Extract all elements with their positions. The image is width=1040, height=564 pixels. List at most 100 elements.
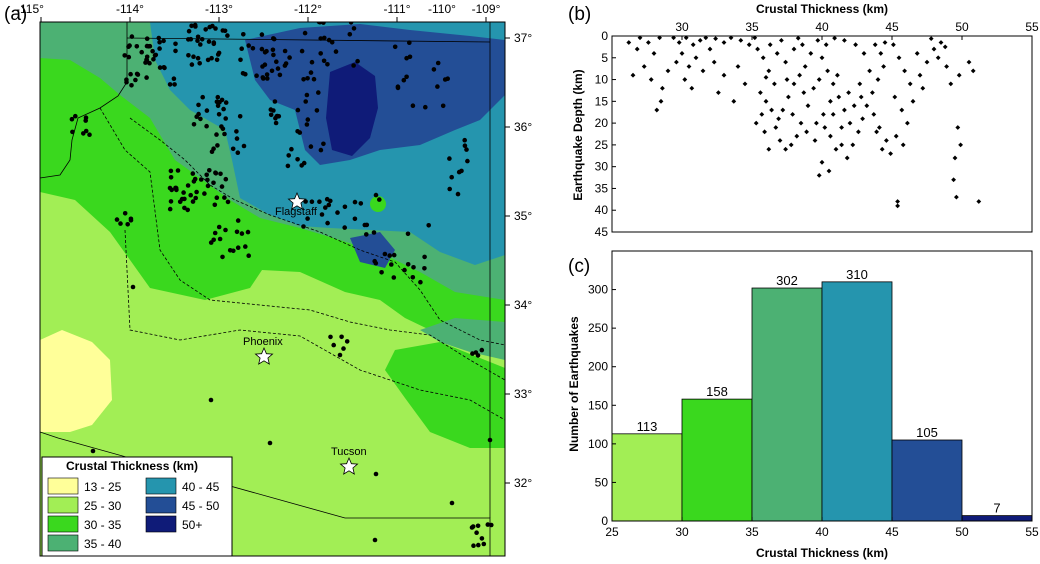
histogram-x-tick-label: 50 [955, 525, 969, 539]
earthquake-dot [371, 230, 377, 235]
earthquake-dot [321, 58, 327, 64]
earthquake-dot [391, 275, 397, 280]
earthquake-dot [372, 537, 378, 543]
earthquake-dot [134, 44, 140, 49]
earthquake-dot [455, 191, 461, 197]
histogram-bar [961, 515, 1033, 522]
earthquake-dot [407, 40, 412, 45]
scatter-point [788, 142, 794, 148]
histogram-value-label: 113 [637, 419, 658, 434]
earthquake-dot [172, 82, 177, 87]
earthquake-dot [241, 143, 247, 149]
earthquake-dot [382, 251, 388, 257]
scatter-point [811, 85, 816, 91]
scatter-point [755, 46, 760, 52]
earthquake-dot [205, 57, 211, 63]
earthquake-dot [308, 70, 314, 75]
scatter-point [790, 112, 795, 117]
scatter-point [658, 98, 664, 104]
earthquake-dot [481, 541, 487, 547]
earthquake-dot [462, 143, 468, 148]
earthquake-dot [182, 205, 187, 211]
earthquake-dot [328, 334, 333, 340]
earthquake-dot [204, 123, 209, 129]
earthquake-dot [221, 106, 226, 112]
earthquake-dot [139, 49, 144, 55]
scatter-point [758, 90, 763, 96]
histogram-y-tick-label: 0 [601, 514, 608, 528]
earthquake-dot [222, 195, 227, 200]
earthquake-dot [198, 42, 203, 47]
lat-tick-label: 34° [514, 298, 532, 312]
earthquake-dot [302, 30, 308, 36]
earthquake-dot [209, 55, 214, 61]
histogram-value-label: 7 [993, 501, 1000, 516]
map-zone-35-40-spot [370, 196, 386, 212]
earthquake-dot [175, 168, 181, 173]
scatter-point [814, 120, 819, 126]
earthquake-dot [196, 111, 201, 117]
earthquake-dot [295, 129, 300, 134]
earthquake-dot [295, 107, 301, 113]
earthquake-dot [216, 50, 222, 56]
earthquake-dot [194, 189, 199, 195]
earthquake-dot [474, 530, 479, 535]
scatter-point [753, 120, 759, 126]
earthquake-dot [243, 244, 248, 249]
earthquake-dot [325, 220, 330, 226]
scatter-point [819, 159, 825, 165]
scatter-point [766, 68, 772, 74]
scatter-point [774, 51, 780, 56]
earthquake-dot [275, 66, 281, 71]
earthquake-dot [317, 199, 322, 204]
scatter-x-tick-label: 50 [955, 20, 969, 34]
scatter-point [891, 42, 896, 48]
scatter-x-tick-label: 55 [1025, 20, 1039, 34]
panel-label-a: (a) [4, 4, 27, 25]
earthquake-dot [392, 44, 398, 50]
scatter-point [951, 177, 956, 183]
map-zone-13-25 [40, 330, 112, 432]
scatter-point [783, 146, 788, 152]
earthquake-dot [129, 34, 135, 39]
scatter-point [888, 151, 893, 156]
scatter-point [707, 46, 713, 52]
lon-tick-label: -115° [16, 2, 44, 16]
earthquake-dot [487, 437, 493, 443]
earthquake-dot [144, 54, 150, 60]
earthquake-dot [177, 199, 183, 205]
scatter-point [759, 112, 765, 117]
state-border [40, 22, 128, 179]
scatter-point [917, 72, 923, 78]
scatter-point [830, 112, 836, 117]
earthquake-dot [156, 35, 162, 41]
earthquake-dot [301, 224, 306, 229]
earthquake-dot [217, 99, 222, 105]
scatter-point [872, 42, 878, 48]
scatter-point [713, 36, 718, 42]
earthquake-dot [182, 196, 187, 202]
city-label-tucson: Tucson [331, 446, 367, 458]
earthquake-dot [215, 143, 220, 148]
earthquake-dot [83, 128, 89, 134]
legend-item-label: 50+ [182, 518, 202, 532]
earthquake-dot [173, 185, 178, 191]
scatter-point [641, 64, 647, 69]
lon-tick-label: -109° [472, 2, 501, 16]
earthquake-dot [262, 50, 268, 55]
earthquake-dot [205, 183, 211, 189]
legend-swatch-50-plus [145, 515, 177, 533]
histogram-value-labels: 113 158 302 310 105 7 [637, 267, 1001, 516]
earthquake-dot [186, 53, 191, 58]
map-zone-45-50-east [350, 232, 395, 268]
earthquake-dot [475, 523, 481, 529]
scatter-point [879, 146, 885, 152]
star-icon [287, 191, 307, 210]
earthquake-dot [188, 36, 194, 42]
city-markers: Flagstaff Phoenix Tucson [243, 191, 367, 475]
earthquake-dot [331, 342, 337, 348]
scatter-point [786, 94, 791, 100]
earthquake-dot [193, 195, 198, 201]
scatter-point [874, 129, 879, 135]
scatter-point [850, 142, 856, 148]
